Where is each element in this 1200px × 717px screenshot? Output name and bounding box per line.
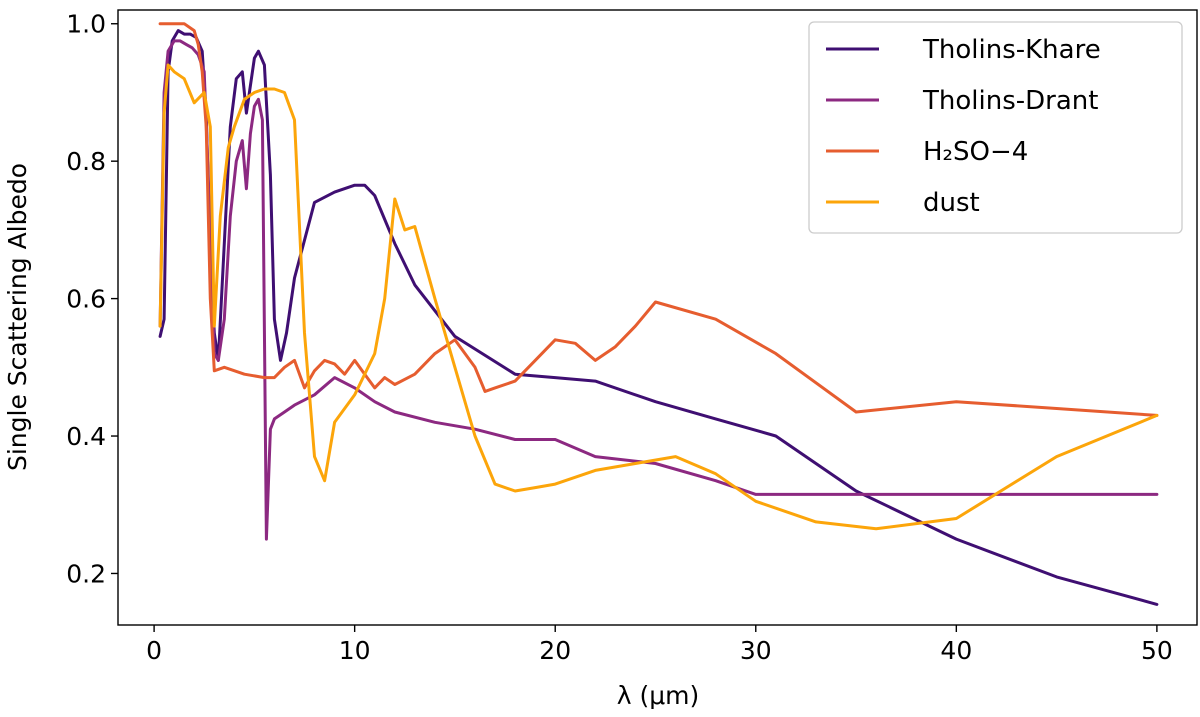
x-tick-label: 0 xyxy=(146,636,162,665)
x-tick-label: 40 xyxy=(940,636,972,665)
x-tick-label: 30 xyxy=(740,636,772,665)
series-line-h-so-4 xyxy=(158,22,1159,417)
x-tick-label: 50 xyxy=(1141,636,1173,665)
legend: Tholins-Khare Tholins-Drant H₂SO−4 dust xyxy=(808,21,1183,234)
plot-area xyxy=(158,22,1159,606)
x-axis: 0 10 20 30 40 50 xyxy=(146,625,1173,665)
axes-frame xyxy=(117,9,1198,626)
y-tick-label: 0.6 xyxy=(66,285,106,314)
legend-label: H₂SO−4 xyxy=(923,137,1028,167)
y-axis: 0.2 0.4 0.6 0.8 1.0 xyxy=(66,10,118,588)
y-tick-label: 0.4 xyxy=(66,422,106,451)
y-axis-label: Single Scattering Albedo xyxy=(3,163,32,471)
y-tick-label: 0.2 xyxy=(66,559,106,588)
y-tick-label: 0.8 xyxy=(66,147,106,176)
x-tick-label: 10 xyxy=(339,636,371,665)
legend-label: Tholins-Drant xyxy=(922,86,1098,116)
x-axis-label: λ (μm) xyxy=(617,681,700,710)
legend-box xyxy=(808,21,1183,234)
series-line-dust xyxy=(158,63,1159,531)
legend-label: dust xyxy=(923,188,980,218)
y-tick-label: 1.0 xyxy=(66,10,106,39)
x-tick-label: 20 xyxy=(539,636,571,665)
legend-label: Tholins-Khare xyxy=(922,35,1101,65)
